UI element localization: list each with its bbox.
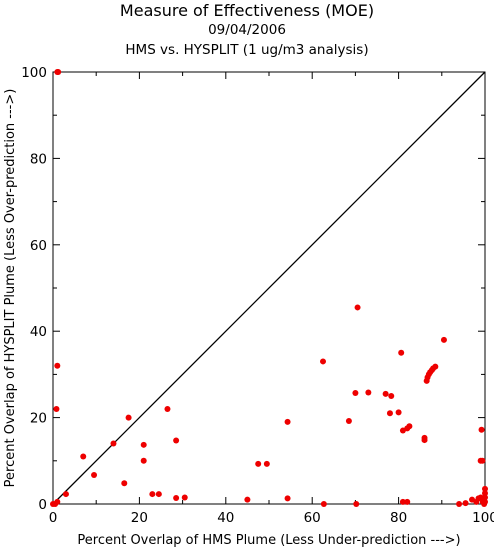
x-tick-label: 100	[472, 510, 494, 526]
data-point	[462, 500, 469, 507]
x-tick-labels: 0 20 40 60 80 100	[49, 510, 494, 526]
data-point	[404, 498, 411, 505]
data-point	[149, 491, 156, 498]
data-point	[320, 358, 326, 365]
y-tick-label: 20	[30, 411, 47, 427]
data-point	[395, 409, 402, 416]
data-point	[255, 460, 262, 467]
data-point	[121, 480, 128, 487]
title-block: Measure of Effectiveness (MOE) 09/04/200…	[0, 0, 494, 60]
data-point	[125, 414, 132, 421]
data-point	[482, 494, 488, 501]
x-tick-label: 40	[217, 510, 234, 526]
x-axis-label: Percent Overlap of HMS Plume (Less Under…	[77, 533, 460, 548]
data-point	[320, 501, 327, 507]
data-point	[91, 472, 98, 479]
data-point	[140, 441, 147, 448]
data-point	[55, 69, 62, 75]
y-axis-label: Percent Overlap of HYSPLIT Plume (Less O…	[3, 89, 18, 488]
one-to-one-line	[52, 71, 486, 505]
data-point	[345, 418, 352, 425]
data-point	[399, 498, 406, 505]
data-point	[398, 349, 405, 356]
y-tick-label: 80	[30, 151, 47, 167]
data-point	[173, 437, 180, 444]
data-point	[365, 389, 372, 396]
data-point	[440, 336, 447, 343]
data-point	[173, 494, 180, 501]
data-point	[155, 491, 162, 498]
data-point	[478, 426, 485, 433]
data-point	[482, 485, 488, 492]
y-tick-label: 0	[38, 497, 47, 513]
data-point	[388, 393, 395, 399]
data-point	[244, 496, 251, 503]
data-point	[482, 490, 488, 497]
data-point	[284, 495, 291, 502]
data-point	[353, 501, 360, 507]
data-point	[406, 423, 413, 430]
data-points	[50, 69, 488, 507]
x-tick-label: 0	[49, 510, 58, 526]
data-point	[352, 389, 359, 396]
data-point	[62, 491, 69, 498]
x-tick-label: 60	[304, 510, 321, 526]
data-point	[479, 457, 486, 464]
data-point	[53, 405, 60, 412]
chart-title: Measure of Effectiveness (MOE)	[119, 1, 375, 20]
data-point	[354, 304, 361, 311]
y-tick-label: 100	[21, 65, 47, 81]
data-point	[421, 437, 428, 444]
y-tick-labels: 0 20 40 60 80 100	[21, 65, 47, 513]
data-point	[140, 457, 147, 464]
data-point	[382, 390, 389, 397]
y-tick-label: 60	[30, 238, 47, 254]
data-point	[181, 494, 188, 501]
data-point	[263, 460, 270, 467]
data-point	[432, 363, 439, 370]
y-tick-label: 40	[30, 324, 47, 340]
data-point	[481, 501, 488, 507]
data-point	[164, 405, 171, 412]
data-point	[386, 410, 393, 417]
data-point	[284, 418, 291, 425]
data-point	[80, 453, 87, 460]
data-point	[54, 362, 61, 369]
data-point	[456, 501, 463, 507]
data-point	[110, 440, 117, 447]
data-point	[54, 498, 61, 505]
chart-subtitle-date: 09/04/2006	[208, 22, 286, 38]
x-tick-label: 20	[131, 510, 148, 526]
chart-subtitle-analysis: HMS vs. HYSPLIT (1 ug/m3 analysis)	[125, 42, 369, 58]
x-tick-label: 80	[390, 510, 407, 526]
